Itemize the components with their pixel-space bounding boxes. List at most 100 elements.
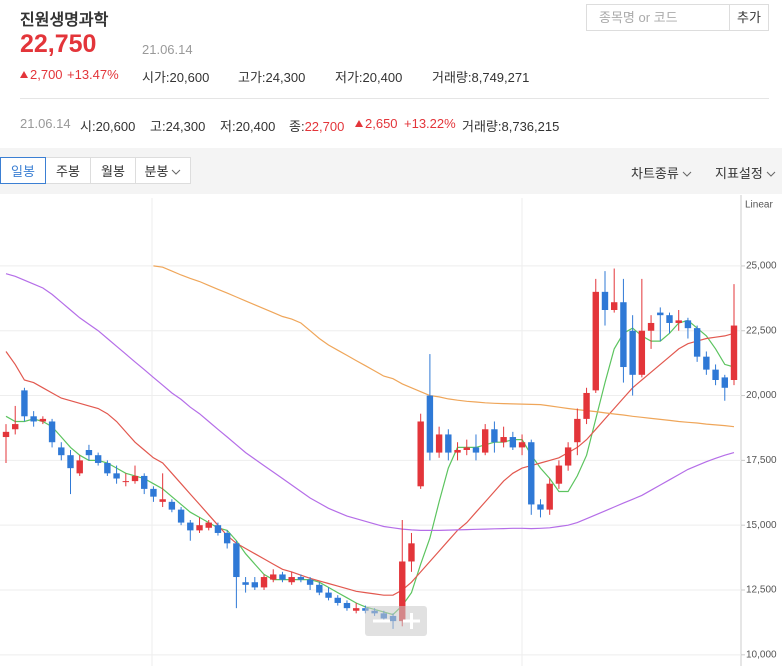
candle-body: [352, 608, 360, 611]
candle-body: [592, 291, 599, 391]
candle-body: [703, 356, 710, 370]
candle-body: [620, 302, 627, 368]
candle-body: [214, 525, 222, 533]
candle-body: [76, 460, 83, 474]
price: 22,750: [20, 30, 97, 58]
candle-body: [611, 302, 618, 310]
stat-value: 24,300: [265, 70, 306, 85]
candle-body: [150, 488, 157, 497]
candle-body: [159, 499, 166, 502]
candle-body: [555, 465, 563, 484]
candle-body: [537, 504, 544, 510]
candle-body: [131, 475, 139, 482]
stat-value: 8,749,271: [471, 70, 530, 85]
y-tick-label: 17,500: [746, 455, 777, 466]
moving-average: [153, 265, 735, 428]
stat-value: 20,400: [362, 70, 403, 85]
divider: [20, 98, 769, 99]
chart: Linear 10,000 12,500 15,000 17,500 20,000 22,…: [0, 195, 777, 666]
chevron: [766, 171, 776, 177]
detail-label: 시:: [80, 119, 96, 134]
detail-item: 시:20,600: [80, 116, 135, 135]
change-pct: +13.47%: [67, 67, 119, 82]
y-tick-label: 12,500: [746, 585, 777, 596]
menu-indicator[interactable]: 지표설정: [715, 163, 776, 182]
candle-body: [30, 416, 37, 422]
candle-body: [168, 501, 176, 510]
detail-item: 종:22,700: [289, 116, 344, 135]
detail-value: 20,400: [235, 119, 276, 134]
candle-body: [629, 330, 636, 375]
candle-body: [712, 369, 719, 380]
candle-body: [399, 561, 406, 622]
candle-body: [472, 447, 480, 453]
candle-body: [141, 475, 148, 489]
candle-body: [638, 330, 646, 375]
candle-body: [684, 320, 692, 329]
tab[interactable]: 일봉: [0, 157, 46, 184]
candle-body: [657, 312, 664, 316]
candle-body: [426, 395, 434, 453]
candle-body: [601, 291, 609, 310]
candle-body: [454, 450, 461, 453]
candle-body: [546, 483, 553, 510]
stat: 저가:20,400: [335, 67, 402, 86]
chevron: [682, 171, 692, 177]
candle-body: [693, 328, 701, 357]
tab[interactable]: 월봉: [90, 157, 136, 184]
stock-name: 진원생명과학: [20, 12, 109, 29]
stat: 거래량:8,749,271: [432, 67, 529, 86]
detail-date: 21.06.14: [20, 116, 71, 131]
candle-body: [94, 455, 102, 463]
tab-label: 분봉: [144, 164, 169, 179]
detail-item: 저:20,400: [220, 116, 275, 135]
candle-body: [205, 522, 212, 528]
stat-label: 거래량:: [432, 70, 472, 85]
scale-label: Linear: [745, 200, 773, 211]
candle-body: [297, 577, 305, 580]
candle-body: [242, 582, 249, 585]
candle-body: [251, 582, 259, 588]
detail-value: 20,600: [95, 119, 136, 134]
tab-label: 주봉: [56, 164, 80, 179]
add-button[interactable]: 추가: [729, 4, 769, 31]
detail-change-pct: +13.22%: [404, 116, 456, 131]
candle-body: [647, 322, 655, 331]
candle-body: [509, 437, 517, 448]
search-input[interactable]: 종목명 or 코드: [586, 4, 730, 31]
candle-body: [481, 429, 489, 453]
candle-body: [334, 597, 341, 603]
stat-label: 저가:: [335, 70, 363, 85]
candle-body: [196, 525, 203, 531]
candle-body: [721, 377, 728, 388]
chevron-path: [172, 169, 181, 175]
volume-label: 거래량:: [462, 119, 502, 134]
candle-body: [122, 481, 129, 483]
zoom-control[interactable]: [365, 606, 427, 636]
tab[interactable]: 주봉: [45, 157, 91, 184]
candle-body: [288, 577, 295, 583]
detail-label: 고:: [150, 119, 166, 134]
detail-volume: 거래량:8,736,215: [462, 116, 559, 135]
candle-body: [528, 442, 535, 505]
candle-body: [177, 509, 185, 523]
menu-chart-type[interactable]: 차트종류: [631, 163, 692, 182]
candle-body: [39, 418, 47, 422]
y-tick-label: 15,000: [746, 520, 777, 531]
up-icon: [355, 120, 363, 127]
y-tick-label: 22,500: [746, 325, 777, 336]
candle-body: [12, 424, 19, 430]
candle-body: [491, 429, 498, 443]
y-tick-label: 20,000: [746, 390, 777, 401]
menu-label: 차트종류: [631, 166, 679, 181]
menu-label: 지표설정: [715, 166, 763, 181]
detail-label: 종:: [289, 119, 305, 134]
candle-body: [316, 584, 323, 593]
tab[interactable]: 분봉: [135, 157, 191, 184]
candle-body: [233, 543, 240, 578]
candle-body: [48, 421, 56, 443]
volume-value: 8,736,215: [501, 119, 560, 134]
detail-change: 2,650: [355, 116, 398, 131]
candle-body: [21, 390, 28, 417]
candle-body: [730, 325, 738, 380]
